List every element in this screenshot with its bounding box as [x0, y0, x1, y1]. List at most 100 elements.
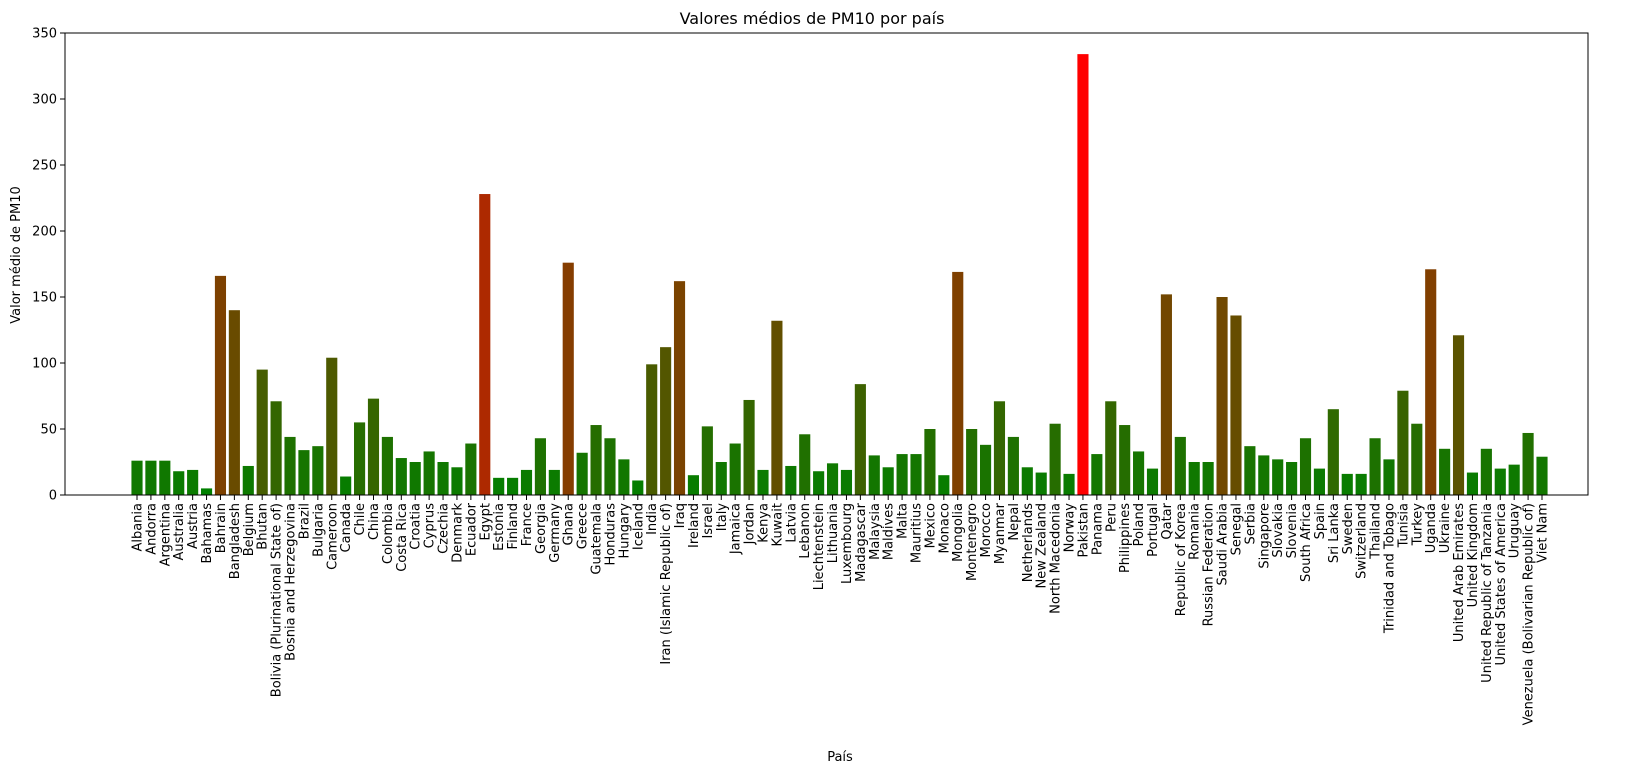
- x-tick-label: Italy: [715, 503, 730, 532]
- x-tick-label: Costa Rica: [395, 503, 410, 572]
- bar: [590, 425, 602, 495]
- x-tick-label: Greece: [576, 503, 591, 549]
- bar: [1007, 436, 1019, 495]
- x-tick-label: Bhutan: [256, 503, 271, 550]
- x-tick-label: Belgium: [242, 503, 257, 556]
- x-tick-label: Israel: [701, 503, 716, 539]
- bar: [1397, 390, 1409, 495]
- bar: [1063, 473, 1075, 495]
- bar: [743, 399, 755, 495]
- bar: [1035, 472, 1047, 495]
- bar: [367, 398, 380, 495]
- bar: [1425, 269, 1437, 495]
- bar: [1355, 473, 1367, 495]
- x-tick-label: Denmark: [450, 503, 465, 563]
- x-tick-label: Mauritius: [910, 503, 925, 563]
- bar: [562, 262, 574, 495]
- x-tick-label: Bolivia (Plurinational State of): [270, 503, 285, 697]
- bar: [1202, 462, 1214, 495]
- x-tick-label: Liechtenstein: [812, 503, 827, 590]
- bar: [1258, 455, 1270, 495]
- bar: [1174, 436, 1186, 495]
- x-tick-label: Tunisia: [1396, 503, 1411, 548]
- x-tick-label: United States of America: [1494, 503, 1509, 665]
- x-tick-label: Venezuela (Bolivarian Republic of): [1522, 503, 1537, 725]
- bar: [632, 480, 644, 495]
- bar: [1466, 472, 1479, 495]
- y-tick-label: 250: [32, 159, 57, 174]
- bar: [159, 460, 171, 495]
- x-tick-label: Argentina: [158, 503, 173, 566]
- bar: [1077, 54, 1089, 496]
- x-tick-label: Maldives: [882, 503, 897, 560]
- plot-area: 0 50 100 150 200 250 300 350 AlbaniaAndorraArgen…: [32, 27, 1550, 726]
- bar: [1133, 451, 1145, 495]
- chart-title: Valores médios de PM10 por país: [680, 9, 945, 28]
- y-tick-label: 0: [49, 489, 57, 504]
- x-tick-label: Viet Nam: [1536, 503, 1551, 563]
- bar: [173, 471, 185, 495]
- x-tick-label: Cameroon: [325, 503, 340, 570]
- bar: [1383, 459, 1395, 495]
- x-tick-label: Malaysia: [868, 503, 883, 560]
- plot-frame: [64, 32, 1589, 496]
- x-tick-label: Brazil: [297, 503, 312, 539]
- x-tick-label: Qatar: [1160, 502, 1175, 539]
- x-tick-label: Jordan: [743, 503, 758, 545]
- x-tick-label: Monaco: [937, 503, 952, 554]
- bar: [1536, 456, 1548, 495]
- bar: [1049, 423, 1061, 495]
- bar: [701, 426, 713, 495]
- bar: [256, 369, 268, 495]
- x-tick-label: Germany: [548, 503, 563, 563]
- x-tick-label: Colombia: [381, 503, 396, 564]
- x-tick-label: Turkey: [1410, 503, 1425, 547]
- bar: [980, 444, 992, 495]
- bar: [1411, 423, 1423, 495]
- x-tick-label: Ecuador: [464, 502, 479, 556]
- y-tick-label: 350: [32, 27, 57, 42]
- x-tick-label: Nepal: [1007, 503, 1022, 541]
- x-tick-label: Portugal: [1146, 503, 1161, 557]
- bar: [1327, 409, 1339, 495]
- bar: [924, 429, 936, 495]
- bar: [1480, 448, 1492, 495]
- x-tick-label: Switzerland: [1355, 503, 1370, 579]
- x-tick-label: United Arab Emirates: [1452, 503, 1467, 642]
- bar: [1299, 438, 1312, 495]
- x-tick-label: Senegal: [1229, 503, 1244, 555]
- bar: [1508, 464, 1520, 495]
- bar: [1244, 446, 1256, 495]
- bar: [228, 310, 240, 495]
- bar: [910, 454, 922, 495]
- x-tick-label: Bahrain: [214, 503, 229, 553]
- bar: [493, 477, 505, 495]
- x-tick-label: North Macedonia: [1049, 503, 1064, 614]
- bar: [1286, 462, 1298, 495]
- bar: [993, 401, 1006, 495]
- bar: [465, 443, 477, 495]
- x-tick-label: Mongolia: [951, 503, 966, 562]
- x-tick-label: Montenegro: [965, 503, 980, 581]
- x-tick-label: Egypt: [478, 503, 493, 541]
- bar: [1452, 335, 1465, 495]
- bar: [1160, 294, 1172, 495]
- x-tick-label: India: [645, 503, 660, 535]
- x-tick-label: Spain: [1313, 503, 1328, 539]
- bar: [548, 469, 560, 495]
- bar: [826, 463, 839, 495]
- x-tick-label: Ireland: [687, 503, 702, 548]
- x-tick-label: Lebanon: [798, 503, 813, 559]
- x-tick-label: Slovenia: [1285, 503, 1300, 558]
- x-tick-label: Kuwait: [770, 503, 785, 546]
- bar: [284, 436, 296, 495]
- x-tick-label: Romania: [1188, 503, 1203, 560]
- bar: [854, 384, 866, 495]
- x-tick-label: Sweden: [1341, 503, 1356, 554]
- bar: [938, 475, 950, 495]
- bar: [187, 469, 199, 495]
- bar: [437, 462, 449, 495]
- x-tick-label: Malta: [896, 503, 911, 539]
- bar: [1119, 425, 1131, 495]
